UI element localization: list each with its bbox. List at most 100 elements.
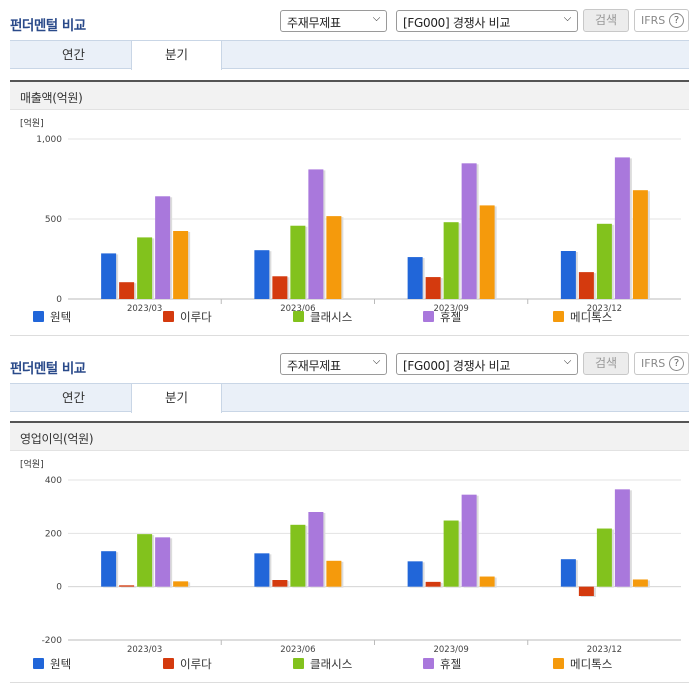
legend-label[interactable]: 메디톡스 bbox=[570, 310, 612, 324]
bar-휴젤-2023/09[interactable] bbox=[461, 494, 477, 587]
bar-메디톡스-2023/09[interactable] bbox=[479, 576, 495, 587]
legend-label[interactable]: 메디톡스 bbox=[570, 657, 612, 671]
chevron-down-icon: ⌵ bbox=[563, 356, 572, 367]
bar-이루다-2023/03[interactable] bbox=[119, 585, 135, 587]
bar-원텍-2023/12[interactable] bbox=[560, 251, 576, 299]
bar-클래시스-2023/06[interactable] bbox=[290, 225, 306, 299]
legend-swatch[interactable] bbox=[423, 311, 434, 322]
bar-원텍-2023/06[interactable] bbox=[254, 553, 270, 587]
bar-이루다-2023/12[interactable] bbox=[578, 272, 594, 299]
legend-label[interactable]: 휴젤 bbox=[440, 310, 461, 324]
ifrs-button[interactable]: IFRS? bbox=[634, 352, 689, 375]
bar-클래시스-2023/03[interactable] bbox=[137, 237, 153, 299]
legend-swatch[interactable] bbox=[33, 658, 44, 669]
bar-이루다-2023/03[interactable] bbox=[119, 282, 135, 299]
search-button[interactable]: 검색 bbox=[583, 352, 629, 375]
chevron-down-icon: ⌵ bbox=[372, 13, 381, 24]
y-tick-label: -200 bbox=[42, 636, 63, 646]
statement-type-select[interactable]: 주재무제표 ⌵ bbox=[280, 353, 387, 375]
bar-메디톡스-2023/03[interactable] bbox=[173, 581, 189, 587]
y-tick-label: 500 bbox=[45, 215, 62, 225]
op-income-chart-box: 영업이익(억원) [억원] -200 0 200 400 2023/03 2023/06 20… bbox=[10, 421, 689, 683]
section-header: 펀더멘털 비교 주재무제표 ⌵ [FG000] 경쟁사 비교 ⌵ 검색 IFRS? bbox=[0, 0, 696, 40]
legend-label[interactable]: 이루다 bbox=[180, 657, 212, 671]
bar-휴젤-2023/06[interactable] bbox=[308, 512, 324, 587]
bar-메디톡스-2023/12[interactable] bbox=[632, 190, 648, 299]
unit-label: [억원] bbox=[20, 458, 44, 470]
bar-휴젤-2023/03[interactable] bbox=[155, 537, 171, 587]
bar-원텍-2023/09[interactable] bbox=[407, 257, 423, 299]
legend-label[interactable]: 클래시스 bbox=[310, 657, 352, 671]
x-tick-label: 2023/03 bbox=[127, 304, 162, 314]
x-tick-label: 2023/09 bbox=[433, 304, 468, 314]
section-header: 펀더멘털 비교 주재무제표 ⌵ [FG000] 경쟁사 비교 ⌵ 검색 IFRS? bbox=[0, 343, 696, 383]
sales-bar-chart: [억원] 0 500 1,000 2023/03 2023/06 2023/09 2023/1… bbox=[20, 117, 681, 324]
tab-annual[interactable]: 연간 bbox=[61, 390, 85, 405]
tab-quarterly[interactable]: 분기 bbox=[131, 41, 222, 70]
y-tick-label: 0 bbox=[56, 583, 62, 593]
bar-휴젤-2023/06[interactable] bbox=[308, 169, 324, 299]
bar-이루다-2023/12[interactable] bbox=[578, 586, 594, 596]
bar-클래시스-2023/12[interactable] bbox=[596, 223, 612, 299]
bar-클래시스-2023/03[interactable] bbox=[137, 534, 153, 587]
bar-메디톡스-2023/12[interactable] bbox=[632, 579, 648, 587]
bar-메디톡스-2023/06[interactable] bbox=[326, 216, 342, 299]
bar-원텍-2023/06[interactable] bbox=[254, 250, 270, 299]
bar-원텍-2023/09[interactable] bbox=[407, 561, 423, 587]
peer-group-select[interactable]: [FG000] 경쟁사 비교 ⌵ bbox=[396, 10, 578, 32]
bar-클래시스-2023/06[interactable] bbox=[290, 524, 306, 587]
bar-원텍-2023/03[interactable] bbox=[101, 551, 117, 587]
legend-label[interactable]: 클래시스 bbox=[310, 310, 352, 324]
bar-클래시스-2023/09[interactable] bbox=[443, 222, 459, 299]
bar-이루다-2023/06[interactable] bbox=[272, 276, 288, 299]
x-tick-label: 2023/12 bbox=[587, 645, 622, 655]
period-tabs: 연간 분기 bbox=[10, 383, 689, 413]
search-button[interactable]: 검색 bbox=[583, 9, 629, 32]
bar-shadow bbox=[121, 586, 137, 588]
bar-메디톡스-2023/03[interactable] bbox=[173, 231, 189, 299]
y-tick-label: 200 bbox=[45, 529, 62, 539]
bar-클래시스-2023/12[interactable] bbox=[596, 528, 612, 587]
legend-swatch[interactable] bbox=[163, 658, 174, 669]
x-tick-label: 2023/12 bbox=[587, 304, 622, 314]
x-tick-label: 2023/06 bbox=[280, 304, 315, 314]
tab-annual[interactable]: 연간 bbox=[61, 47, 85, 62]
op-income-bar-chart: [억원] -200 0 200 400 2023/03 2023/06 2023/09 2023… bbox=[20, 458, 681, 671]
legend-swatch[interactable] bbox=[163, 311, 174, 322]
bar-휴젤-2023/12[interactable] bbox=[614, 157, 630, 299]
legend-label[interactable]: 휴젤 bbox=[440, 657, 461, 671]
legend-label[interactable]: 원텍 bbox=[50, 657, 71, 671]
x-tick-label: 2023/09 bbox=[433, 645, 468, 655]
legend-swatch[interactable] bbox=[423, 658, 434, 669]
legend-swatch[interactable] bbox=[293, 311, 304, 322]
chevron-down-icon: ⌵ bbox=[563, 13, 572, 24]
bar-메디톡스-2023/09[interactable] bbox=[479, 205, 495, 299]
bar-이루다-2023/09[interactable] bbox=[425, 277, 441, 299]
bar-클래시스-2023/09[interactable] bbox=[443, 520, 459, 587]
help-icon[interactable]: ? bbox=[669, 13, 684, 28]
help-icon[interactable]: ? bbox=[669, 356, 684, 371]
chart-title: 매출액(억원) bbox=[10, 82, 689, 110]
legend-swatch[interactable] bbox=[553, 658, 564, 669]
y-tick-label: 0 bbox=[56, 295, 62, 305]
bar-원텍-2023/12[interactable] bbox=[560, 559, 576, 587]
y-tick-label: 400 bbox=[45, 476, 62, 486]
peer-group-select[interactable]: [FG000] 경쟁사 비교 ⌵ bbox=[396, 353, 578, 375]
legend-swatch[interactable] bbox=[553, 311, 564, 322]
tab-quarterly[interactable]: 분기 bbox=[131, 384, 222, 413]
bar-이루다-2023/09[interactable] bbox=[425, 581, 441, 587]
section-title: 펀더멘털 비교 bbox=[10, 18, 86, 34]
legend-swatch[interactable] bbox=[33, 311, 44, 322]
legend-swatch[interactable] bbox=[293, 658, 304, 669]
bar-휴젤-2023/12[interactable] bbox=[614, 489, 630, 587]
bar-휴젤-2023/09[interactable] bbox=[461, 163, 477, 299]
legend-label[interactable]: 이루다 bbox=[180, 310, 212, 324]
bar-이루다-2023/06[interactable] bbox=[272, 580, 288, 587]
legend-label[interactable]: 원텍 bbox=[50, 310, 71, 324]
ifrs-button[interactable]: IFRS? bbox=[634, 9, 689, 32]
y-tick-label: 1,000 bbox=[36, 135, 62, 145]
bar-메디톡스-2023/06[interactable] bbox=[326, 560, 342, 587]
bar-원텍-2023/03[interactable] bbox=[101, 253, 117, 299]
statement-type-select[interactable]: 주재무제표 ⌵ bbox=[280, 10, 387, 32]
bar-휴젤-2023/03[interactable] bbox=[155, 196, 171, 299]
